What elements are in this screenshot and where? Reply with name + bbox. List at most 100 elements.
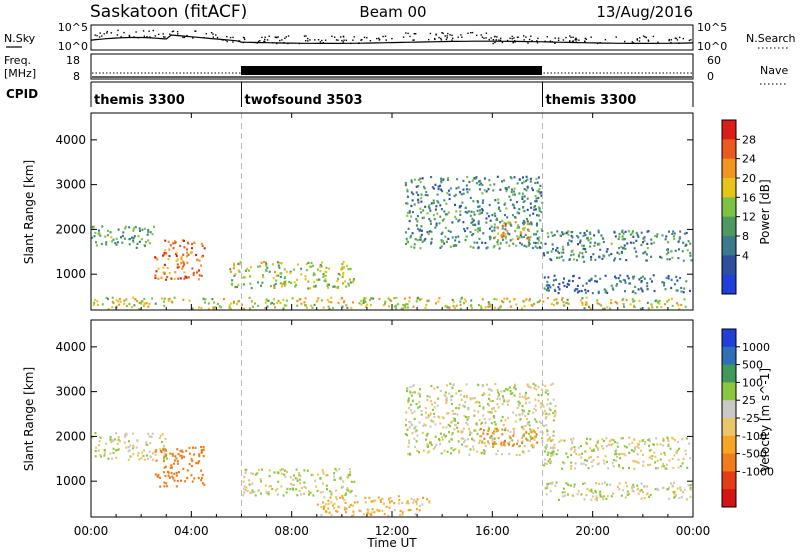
heatmap-cell <box>179 244 182 247</box>
heatmap-cell <box>537 239 540 242</box>
heatmap-cell <box>416 220 419 223</box>
heatmap-cell <box>296 479 299 482</box>
heatmap-cell <box>426 194 429 197</box>
heatmap-cell <box>437 300 440 303</box>
heatmap-cell <box>594 498 597 501</box>
heatmap-cell <box>188 463 191 466</box>
heatmap-cell <box>335 510 338 513</box>
noise-search-dot <box>576 39 578 41</box>
heatmap-cell <box>238 263 241 266</box>
heatmap-cell <box>525 175 528 178</box>
heatmap-cell <box>529 202 532 205</box>
heatmap-cell <box>632 490 635 493</box>
heatmap-cell <box>298 489 301 492</box>
heatmap-cell <box>253 490 256 493</box>
heatmap-cell <box>165 457 168 460</box>
heatmap-cell <box>410 497 413 500</box>
heatmap-cell <box>594 489 597 492</box>
heatmap-cell <box>593 234 596 237</box>
heatmap-cell <box>623 244 626 247</box>
heatmap-cell <box>606 483 609 486</box>
heatmap-cell <box>313 280 316 284</box>
heatmap-cell <box>637 446 640 450</box>
heatmap-cell <box>544 242 547 245</box>
heatmap-cell <box>476 400 479 403</box>
heatmap-cell <box>164 437 167 440</box>
heatmap-cell <box>520 243 523 246</box>
heatmap-cell <box>511 392 514 395</box>
heatmap-cell <box>191 459 194 463</box>
heatmap-cell <box>660 256 663 259</box>
heatmap-cell <box>523 188 526 191</box>
heatmap-cell <box>634 292 637 295</box>
velocity-colorbar-label: Velocity [m s^-1] <box>758 368 772 472</box>
heatmap-cell <box>163 449 166 453</box>
heatmap-cell <box>154 450 157 453</box>
heatmap-cell <box>136 242 139 245</box>
heatmap-cell <box>614 235 617 238</box>
noise-search-dot <box>412 39 414 41</box>
heatmap-cell <box>512 204 515 207</box>
noise-search-dot <box>142 30 145 32</box>
heatmap-cell <box>484 306 487 309</box>
heatmap-cell <box>581 301 584 304</box>
colorbar-tick-label: 8 <box>742 230 749 243</box>
heatmap-cell <box>611 443 614 446</box>
heatmap-cell <box>291 487 294 490</box>
heatmap-cell <box>511 238 514 241</box>
heatmap-cell <box>573 258 576 261</box>
heatmap-cell <box>281 282 283 285</box>
heatmap-cell <box>662 437 665 440</box>
heatmap-cell <box>618 465 621 468</box>
heatmap-cell <box>129 444 132 447</box>
heatmap-cell <box>457 220 460 223</box>
heatmap-cell <box>444 213 447 216</box>
heatmap-cell <box>233 262 235 265</box>
heatmap-cell <box>154 276 157 280</box>
heatmap-cell <box>95 244 98 247</box>
heatmap-cell <box>384 302 386 305</box>
heatmap-cell <box>528 299 531 302</box>
heatmap-cell <box>653 289 656 293</box>
heatmap-cell <box>406 211 409 214</box>
heatmap-cell <box>547 460 550 463</box>
noise-search-dot <box>182 36 184 39</box>
heatmap-cell <box>179 454 182 457</box>
heatmap-cell <box>678 497 681 500</box>
heatmap-cell <box>585 494 588 497</box>
noise-search-dot <box>488 38 490 41</box>
heatmap-cell <box>177 453 180 456</box>
heatmap-cell <box>490 422 493 425</box>
noise-search-dot <box>495 39 497 41</box>
heatmap-cell <box>446 397 448 400</box>
heatmap-cell <box>670 278 673 281</box>
heatmap-cell <box>115 456 118 459</box>
heatmap-cell <box>494 410 497 413</box>
heatmap-cell <box>231 284 234 287</box>
heatmap-cell <box>547 451 550 454</box>
heatmap-cell <box>402 303 405 307</box>
heatmap-cell <box>621 437 624 440</box>
heatmap-cell <box>236 302 238 305</box>
heatmap-cell <box>401 511 404 514</box>
heatmap-cell <box>594 280 597 283</box>
heatmap-cell <box>534 384 537 387</box>
heatmap-cell <box>643 277 646 280</box>
heatmap-cell <box>494 442 497 445</box>
heatmap-cell <box>567 283 570 286</box>
heatmap-cell <box>393 502 396 505</box>
heatmap-cell <box>477 410 480 413</box>
heatmap-cell <box>424 407 427 410</box>
heatmap-cell <box>147 230 150 234</box>
heatmap-cell <box>464 300 467 303</box>
heatmap-cell <box>477 246 480 249</box>
heatmap-cell <box>483 442 486 445</box>
heatmap-cell <box>307 287 310 290</box>
heatmap-cell <box>401 513 404 516</box>
heatmap-cell <box>454 203 456 206</box>
heatmap-cell <box>151 297 154 300</box>
heatmap-cell <box>485 247 488 250</box>
heatmap-cell <box>570 446 573 450</box>
heatmap-cell <box>597 439 600 442</box>
heatmap-cell <box>414 425 417 428</box>
